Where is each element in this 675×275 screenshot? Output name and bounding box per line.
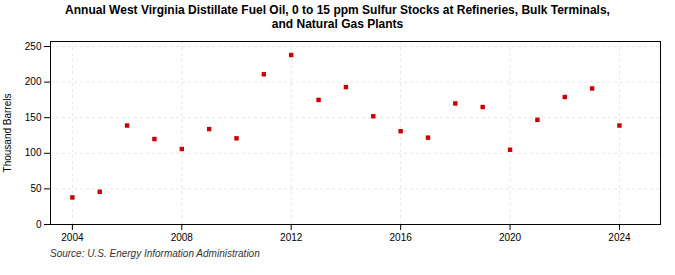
svg-text:250: 250	[25, 41, 42, 52]
svg-text:2016: 2016	[390, 232, 413, 243]
svg-text:150: 150	[25, 112, 42, 123]
svg-text:50: 50	[30, 183, 42, 194]
svg-text:0: 0	[36, 219, 42, 230]
svg-text:100: 100	[25, 147, 42, 158]
svg-text:200: 200	[25, 76, 42, 87]
svg-text:2024: 2024	[608, 232, 631, 243]
svg-text:2020: 2020	[499, 232, 522, 243]
html-text:Source: U.S. Energy Informatio: Source: U.S. Energy Information Administ…	[50, 248, 260, 259]
svg-text:Thousand Barrels: Thousand Barrels	[2, 94, 13, 173]
html-text:Annual West Virginia Distillat: Annual West Virginia Distillate Fuel Oil…	[65, 3, 610, 31]
svg-text:2004: 2004	[61, 232, 84, 243]
svg-text:2012: 2012	[280, 232, 303, 243]
svg-text:2008: 2008	[171, 232, 194, 243]
